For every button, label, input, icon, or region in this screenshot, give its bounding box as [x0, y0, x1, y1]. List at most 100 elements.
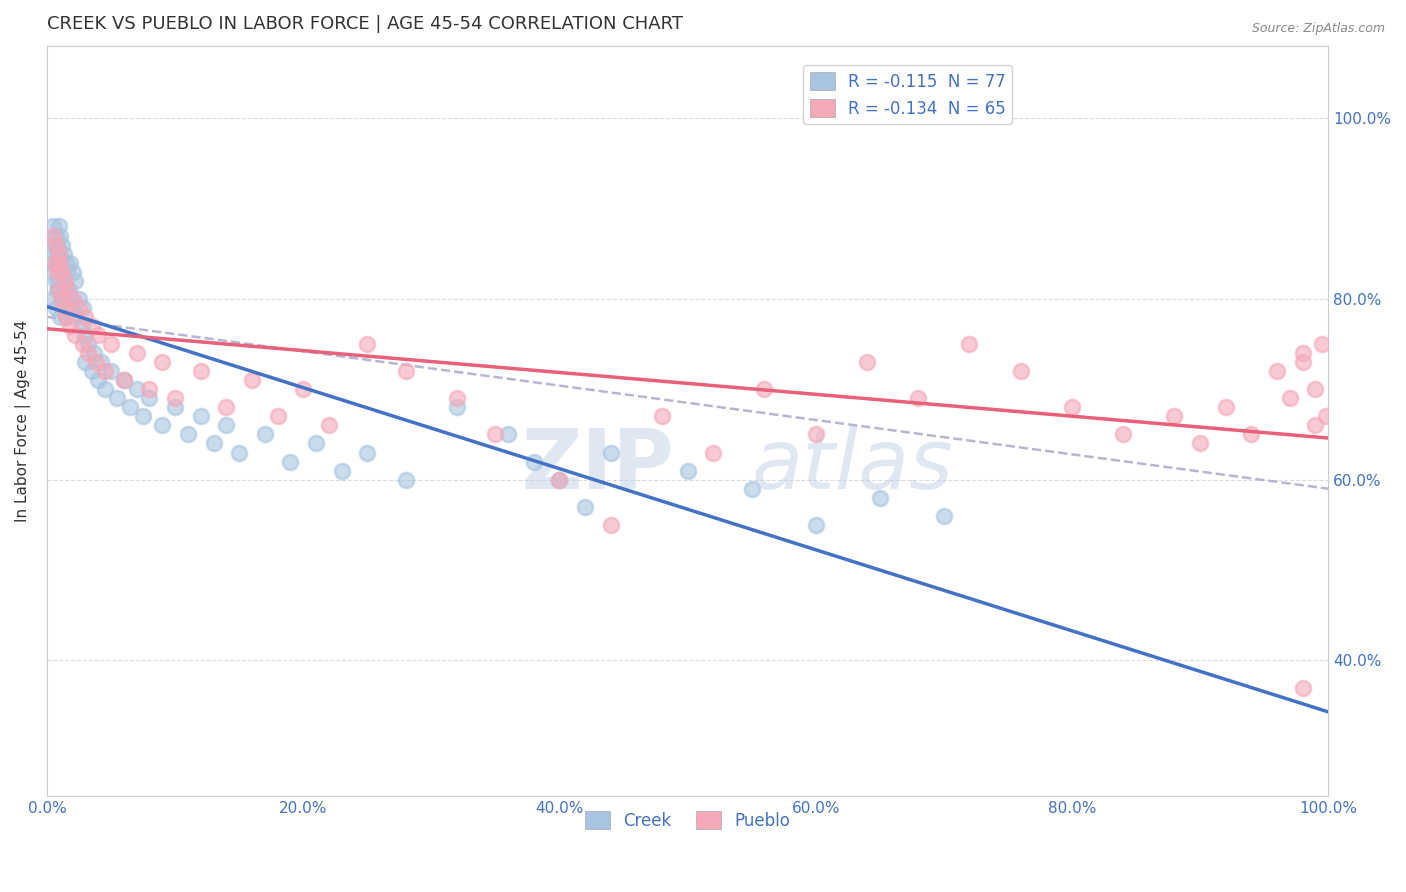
Point: [49, 292, 72, 306]
Point: [1278, 391, 1301, 405]
Point: [856, 355, 879, 369]
Point: [75, 355, 97, 369]
Point: [215, 401, 238, 415]
Point: [56, 265, 79, 279]
Point: [48, 246, 70, 260]
Point: [90, 355, 112, 369]
Point: [56, 283, 79, 297]
Point: [356, 337, 378, 351]
Point: [1112, 427, 1135, 442]
Point: [1291, 355, 1313, 369]
Point: [574, 500, 596, 514]
Point: [907, 391, 929, 405]
Point: [46, 255, 69, 269]
Point: [53, 274, 76, 288]
Point: [1060, 401, 1083, 415]
Point: [228, 445, 250, 459]
Point: [83, 346, 105, 360]
Point: [75, 328, 97, 343]
Point: [548, 473, 571, 487]
Point: [48, 274, 70, 288]
Point: [446, 391, 468, 405]
Point: [1265, 364, 1288, 378]
Point: [77, 337, 100, 351]
Point: [45, 246, 67, 260]
Point: [48, 246, 70, 260]
Point: [49, 283, 72, 297]
Point: [49, 310, 72, 324]
Point: [63, 274, 86, 288]
Point: [63, 328, 86, 343]
Point: [702, 445, 724, 459]
Point: [150, 355, 173, 369]
Point: [215, 418, 238, 433]
Point: [190, 409, 212, 424]
Point: [548, 473, 571, 487]
Point: [44, 255, 66, 269]
Point: [45, 228, 67, 243]
Point: [138, 382, 160, 396]
Point: [70, 318, 93, 333]
Point: [523, 454, 546, 468]
Point: [42, 237, 65, 252]
Point: [100, 364, 122, 378]
Point: [107, 391, 129, 405]
Point: [125, 382, 148, 396]
Point: [51, 265, 73, 279]
Point: [72, 337, 94, 351]
Point: [45, 237, 67, 252]
Point: [49, 255, 72, 269]
Point: [1310, 337, 1333, 351]
Point: [1010, 364, 1032, 378]
Point: [292, 382, 315, 396]
Point: [48, 219, 70, 234]
Text: atlas: atlas: [752, 425, 953, 507]
Point: [72, 301, 94, 315]
Point: [1163, 409, 1185, 424]
Point: [599, 517, 621, 532]
Point: [52, 246, 75, 260]
Point: [599, 445, 621, 459]
Point: [77, 346, 100, 360]
Point: [1215, 401, 1237, 415]
Text: ZIP: ZIP: [522, 425, 673, 507]
Point: [65, 310, 87, 324]
Point: [62, 265, 84, 279]
Text: CREEK VS PUEBLO IN LABOR FORCE | AGE 45-54 CORRELATION CHART: CREEK VS PUEBLO IN LABOR FORCE | AGE 45-…: [46, 15, 683, 33]
Point: [55, 310, 77, 324]
Point: [125, 346, 148, 360]
Point: [49, 228, 72, 243]
Point: [67, 301, 90, 315]
Point: [48, 283, 70, 297]
Point: [1291, 346, 1313, 360]
Point: [87, 328, 110, 343]
Point: [100, 337, 122, 351]
Point: [869, 491, 891, 505]
Point: [318, 418, 340, 433]
Point: [496, 427, 519, 442]
Point: [45, 274, 67, 288]
Point: [51, 292, 73, 306]
Point: [112, 373, 135, 387]
Point: [484, 427, 506, 442]
Point: [87, 373, 110, 387]
Point: [45, 301, 67, 315]
Legend: Creek, Pueblo: Creek, Pueblo: [578, 805, 797, 837]
Point: [112, 373, 135, 387]
Point: [80, 364, 103, 378]
Point: [67, 292, 90, 306]
Point: [93, 382, 115, 396]
Point: [190, 364, 212, 378]
Point: [120, 401, 142, 415]
Point: [75, 310, 97, 324]
Point: [177, 427, 200, 442]
Point: [42, 292, 65, 306]
Point: [395, 364, 418, 378]
Point: [42, 265, 65, 279]
Point: [62, 301, 84, 315]
Point: [55, 255, 77, 269]
Point: [266, 409, 288, 424]
Point: [46, 283, 69, 297]
Point: [55, 283, 77, 297]
Point: [754, 382, 776, 396]
